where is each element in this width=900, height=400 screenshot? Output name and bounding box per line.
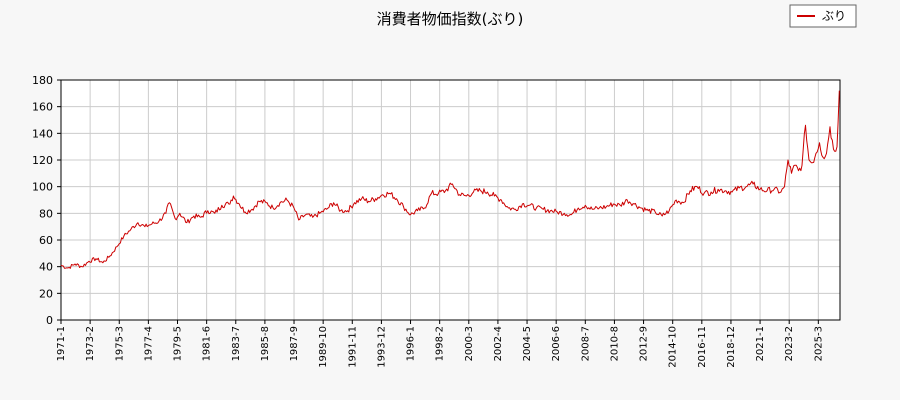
x-tick-label: 1993-12 bbox=[376, 326, 387, 368]
x-tick-label: 1996-1 bbox=[406, 326, 417, 361]
x-tick-label: 1979-5 bbox=[173, 326, 184, 361]
y-tick-label: 40 bbox=[39, 261, 53, 274]
x-tick-label: 1973-2 bbox=[85, 326, 96, 361]
y-tick-label: 180 bbox=[32, 74, 53, 87]
x-tick-label: 1977-4 bbox=[143, 326, 154, 361]
x-tick-label: 1989-10 bbox=[318, 326, 329, 368]
x-tick-label: 2012-9 bbox=[639, 326, 650, 361]
x-tick-label: 2016-11 bbox=[697, 326, 708, 368]
x-tick-label: 1983-7 bbox=[231, 326, 242, 361]
y-tick-label: 20 bbox=[39, 287, 53, 300]
series-layer bbox=[60, 90, 840, 269]
x-tick-label: 2000-3 bbox=[464, 326, 475, 361]
x-tick-label: 2006-6 bbox=[551, 326, 562, 361]
y-tick-label: 120 bbox=[32, 154, 53, 167]
x-tick-label: 2014-10 bbox=[668, 326, 679, 368]
x-tick-label: 1991-11 bbox=[347, 326, 358, 368]
x-axis: 1971-1 1973-2 1975-3 1977-4 1979-5 1981-6 1983… bbox=[56, 320, 824, 368]
x-tick-label: 1998-2 bbox=[435, 326, 446, 361]
legend-label: ぶり bbox=[822, 9, 846, 23]
plot-background bbox=[61, 80, 840, 320]
y-tick-label: 140 bbox=[32, 127, 53, 140]
x-tick-label: 1975-3 bbox=[114, 326, 125, 361]
x-tick-label: 1987-9 bbox=[289, 326, 300, 361]
y-tick-label: 100 bbox=[32, 181, 53, 194]
y-axis: 0 20 40 60 80 100 120 140 160 180 bbox=[32, 74, 61, 327]
legend-box bbox=[789, 4, 857, 28]
plot-frame bbox=[60, 79, 841, 321]
x-tick-label: 2023-2 bbox=[784, 326, 795, 361]
y-tick-label: 0 bbox=[46, 314, 53, 327]
x-tick-label: 1981-6 bbox=[202, 326, 213, 361]
grid-lines bbox=[61, 80, 840, 320]
x-tick-label: 2004-5 bbox=[522, 326, 533, 361]
x-tick-label: 1985-8 bbox=[260, 326, 271, 361]
legend: ぶり bbox=[789, 4, 857, 28]
x-tick-label: 2008-7 bbox=[580, 326, 591, 361]
x-tick-label: 2025-3 bbox=[813, 326, 824, 361]
x-tick-label: 2018-12 bbox=[726, 326, 737, 368]
x-tick-label: 2021-1 bbox=[755, 326, 766, 361]
y-tick-label: 80 bbox=[39, 207, 53, 220]
y-tick-label: 60 bbox=[39, 234, 53, 247]
x-tick-label: 2010-8 bbox=[609, 326, 620, 361]
series-line-0 bbox=[60, 90, 840, 269]
chart-title: 消費者物価指数(ぶり) bbox=[377, 10, 524, 28]
x-tick-label: 2002-4 bbox=[493, 326, 504, 361]
x-tick-label: 1971-1 bbox=[56, 326, 67, 361]
y-tick-label: 160 bbox=[32, 101, 53, 114]
